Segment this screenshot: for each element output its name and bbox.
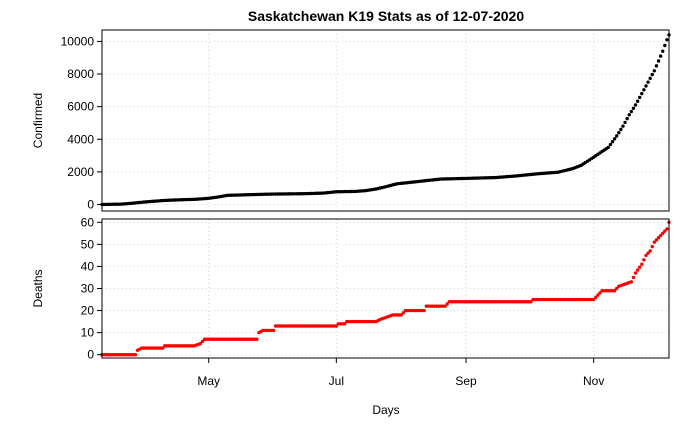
data-point (596, 293, 600, 297)
data-point (650, 72, 654, 77)
data-point (648, 249, 652, 253)
data-point (399, 313, 403, 317)
data-point (661, 231, 665, 236)
data-point (644, 253, 648, 258)
y-tick-label: 0 (87, 197, 94, 211)
data-point (625, 116, 629, 121)
y-axis-title: Confirmed (31, 93, 45, 148)
data-point (160, 346, 165, 350)
data-point (621, 124, 625, 128)
data-point (133, 352, 138, 357)
data-point (612, 289, 617, 293)
data-point (255, 337, 259, 341)
chart-title: Saskatchewan K19 Stats as of 12-07-2020 (248, 8, 524, 24)
data-point (644, 84, 648, 88)
data-point (656, 59, 661, 63)
data-point (652, 240, 657, 244)
data-point (606, 145, 611, 150)
data-point (629, 109, 634, 114)
data-point (665, 227, 669, 231)
data-point (663, 229, 667, 233)
data-point (422, 308, 426, 313)
data-point (200, 339, 205, 344)
data-point (646, 80, 650, 84)
data-point (198, 341, 203, 346)
data-point (656, 236, 661, 240)
plot-frame (101, 218, 670, 359)
data-point (640, 262, 644, 266)
x-tick-label: Jul (329, 374, 344, 388)
y-tick-label: 30 (81, 282, 95, 296)
data-point (648, 76, 652, 81)
data-point (612, 137, 617, 141)
data-point (443, 304, 447, 308)
y-tick-label: 20 (81, 304, 95, 318)
y-tick-label: 0 (87, 348, 94, 362)
data-point (343, 322, 347, 326)
data-point (635, 268, 640, 272)
data-point (614, 286, 619, 291)
y-tick-label: 8000 (67, 67, 94, 81)
x-tick-label: Sep (455, 374, 477, 388)
data-point (635, 99, 640, 103)
data-point (631, 275, 636, 280)
data-point (614, 134, 619, 138)
y-tick-label: 4000 (67, 132, 94, 146)
data-point (631, 106, 636, 110)
y-tick-label: 50 (81, 237, 95, 251)
data-point (619, 127, 623, 132)
data-point (654, 238, 659, 242)
data-point (640, 91, 644, 96)
y-tick-label: 10000 (61, 34, 95, 48)
data-point (654, 64, 659, 68)
y-tick-label: 6000 (67, 100, 94, 114)
data-point (652, 69, 657, 73)
deaths-panel: 0 10 20 30 40 50 60 Deaths (31, 215, 671, 362)
data-point (633, 271, 638, 275)
data-point (642, 258, 646, 262)
data-point (334, 324, 339, 328)
x-tick-label: Nov (583, 374, 604, 388)
data-point (638, 265, 642, 269)
data-point (661, 49, 665, 53)
data-point (401, 311, 405, 315)
data-point (627, 113, 631, 117)
y-tick-label: 40 (81, 259, 95, 273)
data-point (658, 233, 663, 238)
data-point (629, 280, 634, 284)
x-axis: May Jul Sep Nov (197, 358, 604, 388)
data-point (623, 120, 627, 125)
plot-frame (101, 29, 670, 212)
data-point (608, 142, 613, 147)
x-axis-title: Days (372, 403, 399, 417)
y-tick-label: 10 (81, 326, 95, 340)
data-point (633, 103, 638, 107)
data-point (591, 297, 596, 302)
confirmed-panel: 0 2000 4000 6000 8000 10000 Confirmed (31, 29, 671, 212)
data-point (529, 300, 533, 304)
data-point (665, 38, 669, 42)
data-point (650, 244, 654, 249)
data-point (271, 328, 276, 333)
data-point (638, 95, 642, 100)
y-axis-title: Deaths (31, 269, 45, 307)
data-point (445, 302, 449, 306)
data-point (646, 251, 650, 255)
data-point (610, 140, 615, 144)
x-tick-label: May (197, 374, 220, 388)
y-tick-label: 60 (81, 215, 95, 229)
y-tick-label: 2000 (67, 165, 94, 179)
data-point (617, 131, 621, 135)
data-point (642, 88, 646, 92)
data-point (663, 43, 667, 48)
data-point (598, 291, 602, 295)
data-point (658, 54, 663, 58)
data-point (594, 295, 598, 300)
